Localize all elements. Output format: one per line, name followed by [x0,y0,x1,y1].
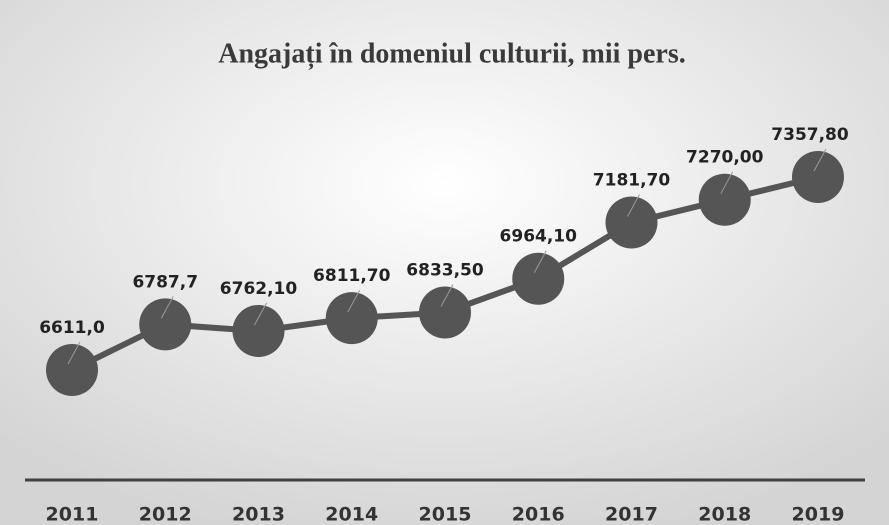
x-tick-label: 2018 [698,504,751,525]
x-tick-label: 2012 [139,504,192,525]
leader-line [160,296,174,319]
x-tick-label: 2013 [232,504,285,525]
x-tick-label: 2011 [46,504,99,525]
marker [232,304,285,357]
data-label: 6833,50 [406,260,484,280]
data-label: 6811,70 [313,266,391,286]
x-tick-label: 2019 [792,504,845,525]
marker [419,286,471,339]
leader-line [440,284,454,307]
marker [325,292,378,345]
marker [139,298,192,351]
data-label: 7181,70 [593,171,671,191]
x-tick-label: 2015 [419,504,472,525]
marker [698,173,751,226]
data-label: 6964,10 [500,227,578,247]
marker [46,344,98,396]
leader-line [533,250,547,273]
x-tick-label: 2017 [605,504,658,525]
marker [605,196,658,249]
x-tick-label: 2014 [325,504,378,525]
leader-line [720,171,734,194]
data-label: 6762,10 [220,279,298,299]
data-label: 7270,00 [686,148,764,168]
data-label: 7357,80 [771,125,849,145]
data-label: 6611,0 [39,318,105,338]
leader-line [627,194,640,217]
leader-line [347,289,361,313]
marker [792,151,844,203]
leader-line [254,302,267,326]
x-tick-label: 2016 [512,504,565,525]
chart-title: Angajați în domeniul culturii, mii pers. [218,38,685,69]
leader-line [813,148,827,172]
marker [512,252,565,305]
data-label: 6787,7 [132,272,198,292]
leader-line [67,341,81,365]
